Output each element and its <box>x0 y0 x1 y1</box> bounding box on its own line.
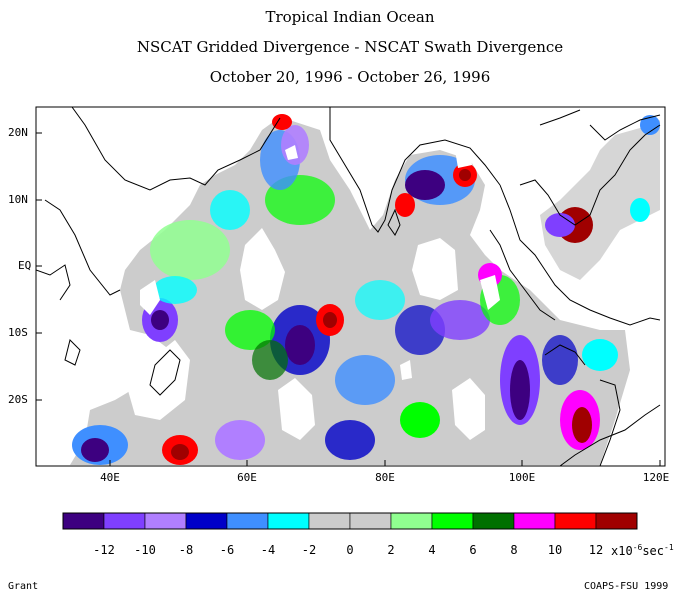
colorbar-cell <box>226 512 269 530</box>
colorbar-tick-label: 10 <box>547 543 563 557</box>
x-tick-label: 120E <box>642 471 670 484</box>
colorbar-cell <box>513 512 556 530</box>
colorbar-tick-label: 2 <box>387 543 395 557</box>
colorbar-tick-label: 6 <box>469 543 477 557</box>
institution-credit: COAPS-FSU 1999 <box>584 581 669 592</box>
divergence-field <box>70 114 660 465</box>
x-tick-label: 80E <box>375 471 395 484</box>
colorbar-tick-label: 4 <box>428 543 436 557</box>
colorbar-cell <box>185 512 228 530</box>
colorbar-tick-label: -12 <box>93 543 115 557</box>
colorbar-tick-label: -2 <box>301 543 317 557</box>
colorbar-tick-label: 0 <box>346 543 354 557</box>
colorbar <box>62 512 638 530</box>
y-tick-label: EQ <box>18 259 32 272</box>
x-tick-label: 60E <box>237 471 257 484</box>
colorbar-tick-label: 8 <box>510 543 518 557</box>
colorbar-tick-label: -8 <box>178 543 194 557</box>
colorbar-cell <box>308 512 351 530</box>
colorbar-tick-label: -6 <box>219 543 235 557</box>
y-tick-label: 10S <box>8 326 28 339</box>
colorbar-tick-label: -10 <box>134 543 156 557</box>
colorbar-cell <box>62 512 105 530</box>
colorbar-cell <box>472 512 515 530</box>
y-tick-label: 10N <box>8 193 28 206</box>
colorbar-tick-label: 12 <box>588 543 604 557</box>
date-range: October 20, 1996 - October 26, 1996 <box>209 68 491 86</box>
colorbar-unit: x10-6sec-1 <box>611 543 674 558</box>
map-frame <box>35 106 666 467</box>
colorbar-cell <box>431 512 474 530</box>
map-title: Tropical Indian Ocean <box>265 8 435 26</box>
x-tick-label: 40E <box>100 471 120 484</box>
axis-ticks <box>36 132 661 466</box>
y-tick-label: 20S <box>8 393 28 406</box>
colorbar-cell <box>144 512 187 530</box>
colorbar-cell <box>595 512 638 530</box>
map-subtitle: NSCAT Gridded Divergence - NSCAT Swath D… <box>136 38 564 56</box>
colorbar-cell <box>554 512 597 530</box>
colorbar-cell <box>390 512 433 530</box>
author-credit: Grant <box>8 581 39 592</box>
y-tick-label: 20N <box>8 126 28 139</box>
coastlines <box>36 107 661 466</box>
colorbar-frame <box>62 512 638 530</box>
colorbar-cell <box>349 512 392 530</box>
x-tick-label: 100E <box>508 471 536 484</box>
colorbar-cell <box>103 512 146 530</box>
colorbar-tick-label: -4 <box>260 543 276 557</box>
colorbar-cell <box>267 512 310 530</box>
